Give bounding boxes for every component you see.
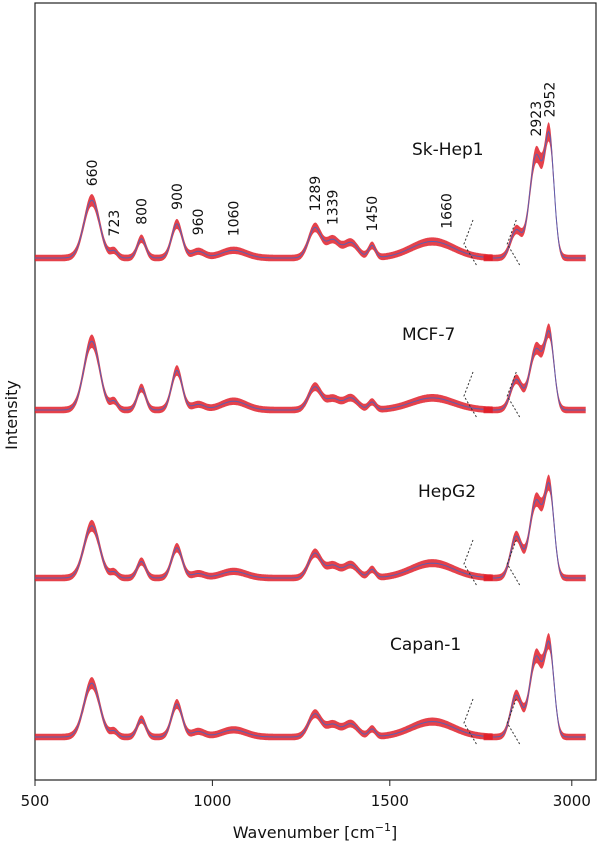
break-mark <box>463 371 478 419</box>
break-mark <box>463 219 478 267</box>
peak-label-800: 800 <box>134 198 150 225</box>
peak-label-960: 960 <box>191 209 207 236</box>
x-tick-label: 500 <box>21 792 50 810</box>
mean-spectrum-line <box>35 340 493 411</box>
variance-band <box>483 122 586 262</box>
mean-spectrum-line <box>483 329 586 411</box>
break-mark <box>506 219 521 267</box>
peak-label-1450: 1450 <box>365 196 381 232</box>
peak-label-1339: 1339 <box>326 190 342 226</box>
variance-band <box>35 194 493 262</box>
series-label-mcf-7: MCF-7 <box>402 325 455 345</box>
x-axis-ticks: 500 1000 1500 3000 <box>21 780 591 810</box>
peak-labels: 660 723 800 900 960 1060 1289 1339 1450 1660 29232… <box>85 82 559 237</box>
variance-band <box>483 474 586 582</box>
y-axis-title: Intensity <box>2 380 21 450</box>
x-axis-title: Wavenumber [cm−1] <box>233 821 398 842</box>
peak-label-1289: 1289 <box>308 176 324 212</box>
series-sk-hep1 <box>35 122 586 262</box>
x-tick-label: 1500 <box>371 792 409 810</box>
peak-label-2923: 2923 <box>529 101 545 137</box>
mean-spectrum-line <box>483 640 586 738</box>
break-mark <box>463 539 478 587</box>
variance-band <box>483 632 586 741</box>
break-mark <box>506 371 521 419</box>
mean-spectrum-line <box>35 682 493 738</box>
mean-spectrum-line <box>483 130 586 259</box>
variance-band <box>483 323 586 414</box>
mean-spectrum-line <box>35 199 493 259</box>
peak-label-723: 723 <box>107 210 123 237</box>
mean-spectrum-line <box>483 481 586 579</box>
x-tick-label: 1000 <box>193 792 231 810</box>
plot-frame <box>34 2 597 781</box>
axis-break-marks <box>463 219 521 746</box>
variance-band <box>35 519 493 582</box>
peak-label-2952: 2952 <box>543 82 559 118</box>
spectra-traces <box>35 122 586 741</box>
series-label-sk-hep1: Sk-Hep1 <box>412 140 484 160</box>
variance-band <box>35 677 493 741</box>
series-label-capan-1: Capan-1 <box>390 635 461 655</box>
series-hepg2 <box>35 474 586 582</box>
series-capan-1 <box>35 632 586 741</box>
series-labels: Sk-Hep1 MCF-7 HepG2 Capan-1 <box>390 140 484 655</box>
x-tick-label: 3000 <box>553 792 591 810</box>
peak-label-1060: 1060 <box>227 201 243 237</box>
series-label-hepg2: HepG2 <box>418 482 476 502</box>
break-mark <box>506 539 521 587</box>
peak-label-660: 660 <box>85 160 101 187</box>
series-mcf-7 <box>35 323 586 414</box>
break-mark <box>506 698 521 746</box>
break-mark <box>463 698 478 746</box>
variance-band <box>35 334 493 414</box>
mean-spectrum-line <box>35 525 493 579</box>
peak-label-1660: 1660 <box>440 193 456 229</box>
peak-label-900: 900 <box>170 183 186 210</box>
